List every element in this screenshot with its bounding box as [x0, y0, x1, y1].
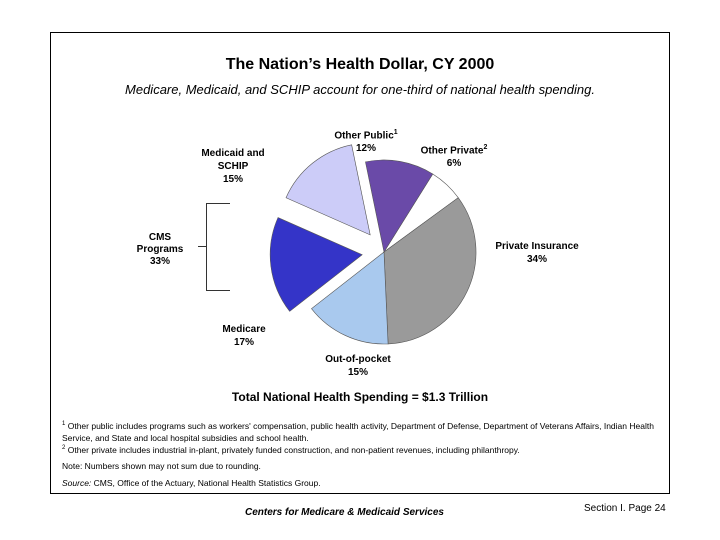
label-other-private: Other Private2 6% — [420, 144, 488, 170]
label-cms-programs: CMS Programs 33% — [136, 232, 184, 267]
footnote-2: 2 Other private includes industrial in-p… — [62, 444, 520, 455]
label-other-public: Other Public1 12% — [334, 129, 398, 155]
label-medicaid-schip: Medicaid and SCHIP 15% — [201, 148, 265, 185]
footnote-1: 1 Other public includes programs such as… — [62, 420, 654, 443]
chart-subtitle: Medicare, Medicaid, and SCHIP account fo… — [125, 82, 595, 97]
page-number: Section I. Page 24 — [584, 503, 666, 514]
total-spending-caption: Total National Health Spending = $1.3 Tr… — [231, 390, 489, 404]
pie-slice-out-of-pocket — [311, 251, 389, 345]
cms-bracket-tick — [198, 246, 206, 247]
footer-cms: Centers for Medicare & Medicaid Services — [245, 507, 444, 518]
source: Source: CMS, Office of the Actuary, Nati… — [62, 478, 321, 488]
label-medicare: Medicare 17% — [222, 324, 266, 348]
cms-bracket — [206, 203, 230, 291]
slide-frame — [50, 32, 670, 494]
pie-slice-medicaid-and-schip — [285, 144, 371, 236]
pie-slice-other-public — [365, 159, 434, 253]
label-private-insurance: Private Insurance 34% — [495, 241, 579, 265]
pie-slice-medicare — [269, 217, 363, 312]
chart-title: The Nation’s Health Dollar, CY 2000 — [225, 56, 495, 73]
note: Note: Numbers shown may not sum due to r… — [62, 461, 261, 471]
pie-slice-private-insurance — [383, 197, 477, 345]
label-out-of-pocket: Out-of-pocket 15% — [325, 354, 391, 378]
